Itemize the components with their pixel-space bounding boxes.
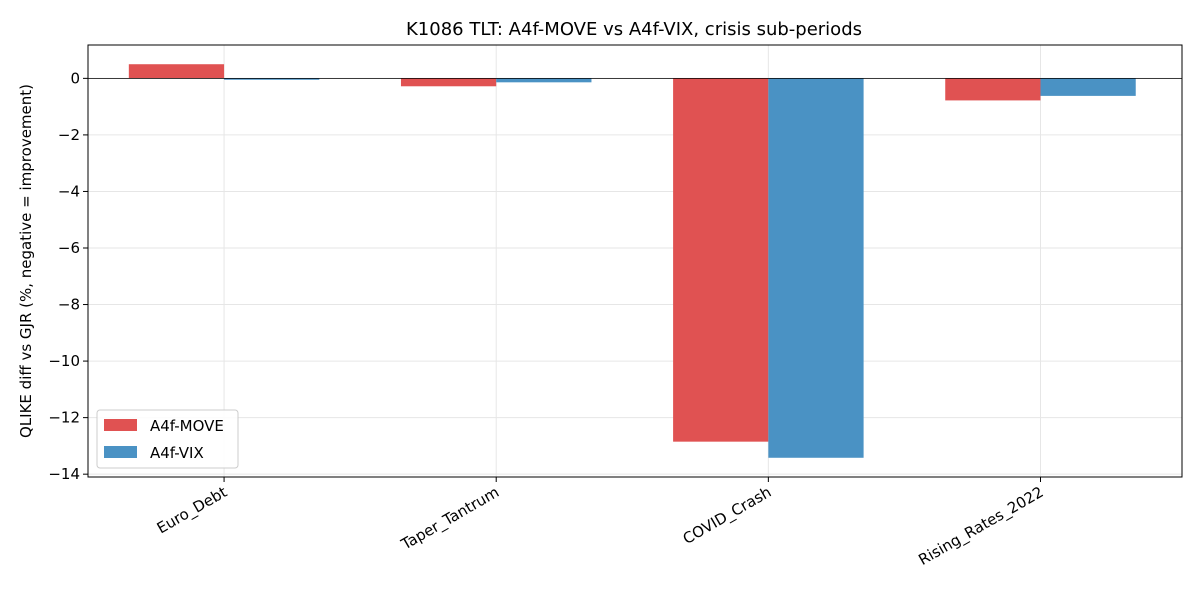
y-tick-label: −4 [58,182,80,200]
ticks: 0 −2 −4 −6 −8 −10 −12 −14 Euro_Debt Taper_Tantrum… [48,69,1047,569]
legend-label: A4f-MOVE [150,417,224,435]
y-tick-label: −8 [58,296,80,314]
plot-frame [87,44,1183,478]
y-tick-label: −14 [48,465,80,483]
bar-a4f-move [400,78,497,87]
legend-label: A4f-VIX [150,444,204,462]
y-tick-label: −6 [58,239,80,257]
legend-swatch [104,446,137,458]
y-tick-label: −12 [48,409,80,427]
bar-a4f-move [673,78,769,442]
legend-swatch [104,419,137,431]
grid-lines [88,45,1182,477]
x-tick-label: Rising_Rates_2022 [915,483,1047,570]
bar-a4f-vix [1040,78,1136,96]
x-tick-label: COVID_Crash [680,483,775,549]
y-axis-title: QLIKE diff vs GJR (%, negative = improve… [17,84,35,438]
bar-a4f-vix [768,78,864,458]
y-tick-label: −2 [58,126,80,144]
bar-a4f-move [945,78,1041,101]
y-tick-label: −10 [48,352,80,370]
bar-a4f-vix [496,78,592,83]
bars [128,64,1136,458]
chart-title: K1086 TLT: A4f-MOVE vs A4f-VIX, crisis s… [406,19,862,40]
bar-a4f-move [128,64,225,79]
bar-a4f-vix [224,78,320,80]
legend: A4f-MOVE A4f-VIX [96,409,239,469]
y-tick-label: 0 [70,69,80,87]
axes [87,44,1183,478]
x-tick-label: Taper_Tantrum [397,483,502,555]
x-tick-label: Euro_Debt [154,483,231,538]
